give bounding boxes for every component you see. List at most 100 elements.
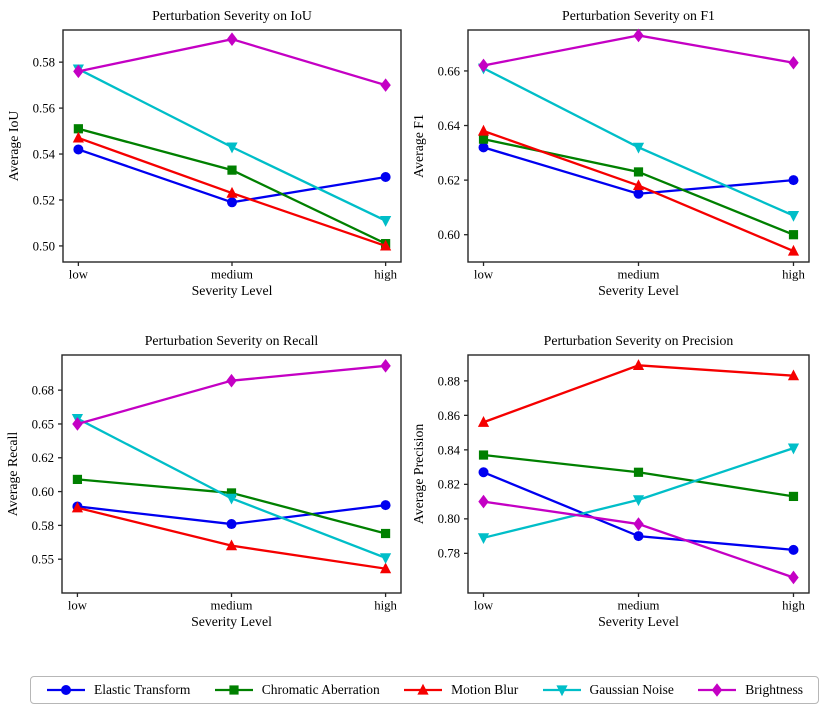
triangle-up-marker-icon — [380, 239, 392, 251]
circle-marker-icon — [227, 197, 237, 208]
y-tick-label: 0.56 — [33, 101, 56, 115]
legend-item-gaussian-noise: Gaussian Noise — [542, 682, 674, 698]
diamond-marker-icon — [633, 517, 644, 531]
triangle-up-marker-icon — [787, 244, 800, 256]
circle-marker-icon — [633, 531, 644, 542]
y-tick-label: 0.65 — [32, 417, 54, 431]
x-tick-label: high — [374, 599, 397, 613]
chart-precision: 0.78 0.80 0.82 0.84 0.86 0.88 low medium high Per… — [411, 333, 810, 629]
y-tick-label: 0.68 — [32, 384, 54, 398]
triangle-up-marker-icon — [632, 179, 645, 191]
chart-recall: 0.55 0.58 0.60 0.62 0.65 0.68 low medium high Per… — [5, 333, 402, 629]
triangle-down-marker-icon — [225, 493, 238, 505]
diamond-marker-icon — [712, 683, 723, 697]
triangle-up-marker-icon — [417, 683, 429, 695]
square-marker-icon — [72, 474, 83, 485]
x-tick-label: medium — [618, 599, 660, 613]
y-tick-label: 0.60 — [438, 228, 460, 242]
y-axis-label: Average Recall — [5, 432, 20, 517]
diamond-marker-icon — [788, 570, 799, 585]
x-tick-label: low — [474, 599, 494, 613]
chart-title: Perturbation Severity on F1 — [562, 8, 715, 23]
square-marker-icon — [226, 488, 237, 498]
triangle-up-marker-icon — [72, 131, 84, 143]
y-tick-label: 0.62 — [32, 451, 54, 465]
y-tick-label: 0.55 — [32, 553, 54, 567]
triangle-up-marker-icon — [226, 186, 238, 198]
chart-iou: 0.50 0.52 0.54 0.56 0.58 low medium high Perturb… — [6, 8, 402, 298]
y-tick-label: 0.80 — [438, 512, 460, 526]
circle-marker-icon — [633, 188, 644, 199]
y-tick-label: 0.52 — [33, 193, 55, 207]
circle-marker-icon — [788, 175, 799, 186]
y-tick-label: 0.82 — [438, 478, 460, 492]
y-tick-label: 0.88 — [438, 374, 460, 388]
chart-title: Perturbation Severity on Precision — [544, 333, 734, 348]
triangle-down-marker-icon — [379, 553, 392, 565]
circle-marker-icon — [478, 467, 489, 478]
triangle-up-marker-icon — [477, 124, 490, 136]
chart-title: Perturbation Severity on Recall — [145, 333, 319, 348]
x-axis-label: Severity Level — [598, 283, 679, 298]
x-tick-label: high — [782, 599, 805, 613]
diamond-marker-icon — [478, 494, 489, 509]
circle-marker-icon — [380, 172, 391, 183]
square-marker-icon — [73, 124, 83, 134]
x-tick-label: medium — [211, 599, 253, 613]
y-tick-label: 0.54 — [33, 147, 56, 161]
circle-marker-icon — [73, 144, 84, 155]
legend-item-chromatic-aberration: Chromatic Aberration — [214, 682, 380, 698]
square-marker-icon — [227, 165, 237, 175]
motion-blur-marker-icon — [404, 683, 443, 695]
triangle-down-marker-icon — [555, 685, 568, 697]
circle-marker-icon — [226, 519, 237, 530]
square-marker-icon — [478, 134, 489, 144]
triangle-down-marker-icon — [226, 142, 238, 154]
y-tick-label: 0.60 — [32, 485, 54, 499]
chart-title: Perturbation Severity on IoU — [152, 8, 312, 23]
series-line-motion-blur — [482, 364, 795, 424]
x-axis-label: Severity Level — [598, 614, 679, 629]
diamond-marker-icon — [788, 55, 799, 70]
square-marker-icon — [380, 528, 391, 539]
square-marker-icon — [478, 450, 489, 460]
y-axis-label: Average Precision — [411, 424, 426, 525]
y-tick-label: 0.62 — [438, 174, 460, 188]
diamond-marker-icon — [72, 417, 83, 431]
x-tick-label: low — [69, 268, 89, 282]
y-tick-label: 0.64 — [438, 119, 461, 133]
diamond-marker-icon — [73, 64, 84, 79]
x-axis-label: Severity Level — [192, 283, 273, 298]
x-tick-label: high — [374, 268, 397, 282]
triangle-down-marker-icon — [787, 443, 800, 455]
x-tick-label: low — [474, 268, 494, 282]
series-line-brightness — [77, 38, 387, 87]
diamond-marker-icon — [226, 373, 237, 388]
brightness-marker-icon — [698, 683, 737, 697]
square-marker-icon — [788, 491, 799, 502]
circle-marker-icon — [478, 142, 489, 153]
legend-label: Gaussian Noise — [589, 682, 674, 698]
triangle-up-marker-icon — [71, 501, 84, 513]
y-tick-label: 0.50 — [33, 239, 55, 253]
triangle-up-marker-icon — [379, 562, 392, 574]
diamond-marker-icon — [633, 28, 644, 43]
diamond-marker-icon — [478, 58, 489, 73]
circle-marker-icon — [61, 685, 71, 695]
x-tick-label: medium — [618, 268, 660, 282]
triangle-up-marker-icon — [225, 539, 238, 551]
chart-f1: 0.60 0.62 0.64 0.66 low medium high Perturbatio… — [411, 8, 810, 298]
triangle-up-marker-icon — [477, 416, 490, 427]
triangle-down-marker-icon — [380, 216, 392, 227]
legend-item-elastic-transform: Elastic Transform — [46, 682, 190, 698]
axes-frame — [61, 354, 402, 594]
triangle-down-marker-icon — [477, 533, 490, 545]
chromatic-aberration-marker-icon — [214, 685, 253, 695]
y-tick-label: 0.66 — [438, 64, 461, 78]
triangle-down-marker-icon — [632, 142, 645, 154]
y-tick-label: 0.78 — [438, 547, 460, 561]
y-axis-label: Average F1 — [411, 114, 426, 178]
square-marker-icon — [633, 467, 644, 477]
triangle-up-marker-icon — [787, 369, 800, 381]
